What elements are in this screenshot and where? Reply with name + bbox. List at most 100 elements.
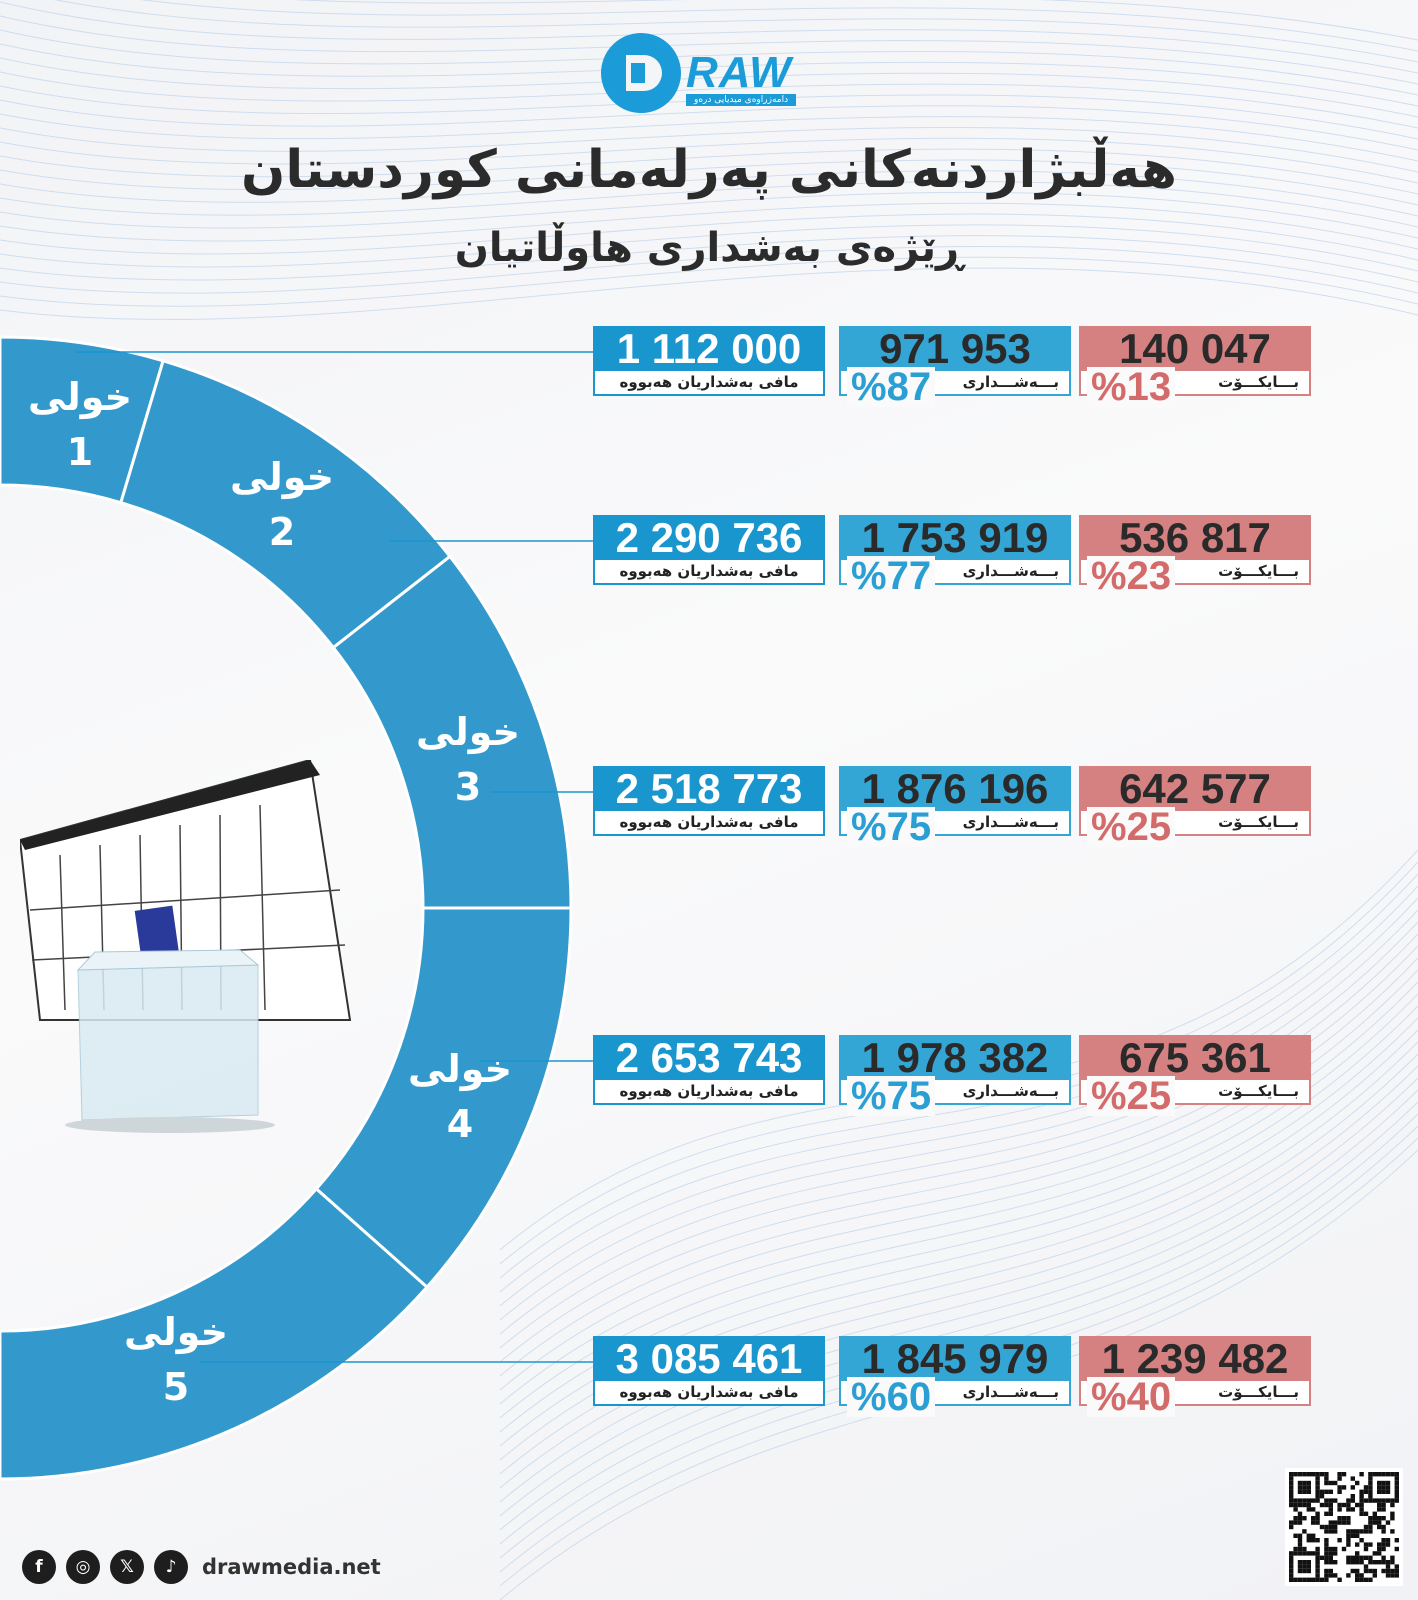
round-3-label: خولی 3 [416,710,520,810]
x-icon[interactable]: 𝕏 [110,1550,144,1584]
bg-line [499,1065,1418,1503]
eligible-label: مافی بەشداریان هەبووە [593,560,825,585]
bg-line [499,1089,1418,1531]
bg-line [292,0,1418,41]
participation-percent: %75 [847,807,936,847]
participation-label: بـــەشـــداری [962,562,1059,580]
logo-d-icon [601,33,681,113]
eligible-value: 2 518 773 [593,766,825,812]
eligible-box: 2 290 736 مافی بەشداریان هەبووە [593,515,825,585]
draw-logo: RAW دامەزراوەی میدیایی درەو [598,30,823,120]
page-subtitle: ڕێژەی بەشداری هاوڵاتیان [454,225,964,271]
bg-line [0,191,1418,239]
bg-line [499,1053,1418,1489]
eligible-box: 1 112 000 مافی بەشداریان هەبووە [593,326,825,396]
participation-label: بـــەشـــداری [962,813,1059,831]
participation-label: بـــەشـــداری [962,1082,1059,1100]
boycott-label: بـــایكـــۆت [1218,373,1299,391]
bg-line [499,969,1418,1391]
boycott-value: 675 361 [1079,1035,1311,1081]
bg-line [0,224,1418,272]
bg-line [499,921,1418,1335]
round-1-label: خولی 1 [28,375,132,475]
participation-value: 1 978 382 [839,1035,1071,1081]
bg-line [0,148,1418,195]
boycott-percent: %25 [1087,1076,1176,1116]
boycott-label: بـــایكـــۆت [1218,1082,1299,1100]
eligible-value: 3 085 461 [593,1336,825,1382]
rounds-ring [0,335,573,1481]
boycott-box: 1 239 482 بـــایكـــۆت %40 [1079,1336,1311,1417]
ring-segment-5 [0,1186,430,1481]
facebook-icon[interactable]: f [22,1550,56,1584]
participation-value: 971 953 [839,326,1071,372]
boycott-percent: %23 [1087,556,1176,596]
bg-line [0,213,1418,261]
eligible-value: 1 112 000 [593,326,825,372]
eligible-box: 3 085 461 مافی بەشداریان هەبووە [593,1336,825,1406]
participation-value: 1 845 979 [839,1336,1071,1382]
qr-code [1285,1468,1403,1586]
bg-line [0,1,1418,74]
participation-value: 1 876 196 [839,766,1071,812]
boycott-percent: %40 [1087,1377,1176,1417]
logo-text: RAW [686,48,792,97]
instagram-icon[interactable]: ◎ [66,1550,100,1584]
bg-line [499,873,1418,1279]
boycott-label: بـــایكـــۆت [1218,562,1299,580]
participation-label: بـــەشـــداری [962,373,1059,391]
participation-box: 1 876 196 بـــەشـــداری %75 [839,766,1071,847]
boycott-value: 536 817 [1079,515,1311,561]
participation-box: 1 978 382 بـــەشـــداری %75 [839,1035,1071,1116]
bg-line [0,137,1418,184]
participation-value: 1 753 919 [839,515,1071,561]
bg-line [140,0,1418,52]
bg-line [0,159,1418,206]
eligible-label: مافی بەشداریان هەبووە [593,811,825,836]
boycott-value: 140 047 [1079,326,1311,372]
boycott-value: 1 239 482 [1079,1336,1311,1382]
participation-percent: %77 [847,556,936,596]
bg-line [0,245,1418,294]
website-link[interactable]: drawmedia.net [202,1555,381,1579]
round-5-label: خولی 5 [124,1310,228,1410]
boycott-percent: %25 [1087,807,1176,847]
boycott-box: 536 817 بـــایكـــۆت %23 [1079,515,1311,596]
bg-line [0,99,1418,151]
eligible-label: مافی بەشداریان هەبووە [593,371,825,396]
bg-line [0,235,1418,283]
boycott-percent: %13 [1087,367,1176,407]
bg-line [0,170,1418,217]
eligible-value: 2 653 743 [593,1035,825,1081]
eligible-box: 2 653 743 مافی بەشداریان هەبووە [593,1035,825,1105]
bg-line [499,1101,1418,1545]
boycott-label: بـــایكـــۆت [1218,1383,1299,1401]
bg-line [499,897,1418,1307]
bg-line [499,957,1418,1377]
bg-line [0,202,1418,250]
boycott-box: 675 361 بـــایكـــۆت %25 [1079,1035,1311,1116]
participation-label: بـــەشـــداری [962,1383,1059,1401]
parliament-ballot-illustration [18,758,360,1140]
boycott-box: 140 047 بـــایكـــۆت %13 [1079,326,1311,407]
tiktok-icon[interactable]: ♪ [154,1550,188,1584]
bg-line [499,933,1418,1349]
eligible-value: 2 290 736 [593,515,825,561]
eligible-label: مافی بەشداریان هەبووە [593,1080,825,1105]
participation-percent: %75 [847,1076,936,1116]
eligible-label: مافی بەشداریان هەبووە [593,1381,825,1406]
bg-line [0,267,1418,320]
participation-box: 1 753 919 بـــەشـــداری %77 [839,515,1071,596]
bg-line [0,256,1418,307]
participation-box: 1 845 979 بـــەشـــداری %60 [839,1336,1071,1417]
bg-line [499,993,1418,1419]
boycott-label: بـــایكـــۆت [1218,813,1299,831]
page-title: هەڵبژاردنەكانی پەرلەمانی كوردستان [241,140,1177,200]
boycott-value: 642 577 [1079,766,1311,812]
bg-line [0,126,1418,173]
bg-line [0,113,1418,162]
participation-percent: %60 [847,1377,936,1417]
eligible-box: 2 518 773 مافی بەشداریان هەبووە [593,766,825,836]
bg-line [499,909,1418,1321]
